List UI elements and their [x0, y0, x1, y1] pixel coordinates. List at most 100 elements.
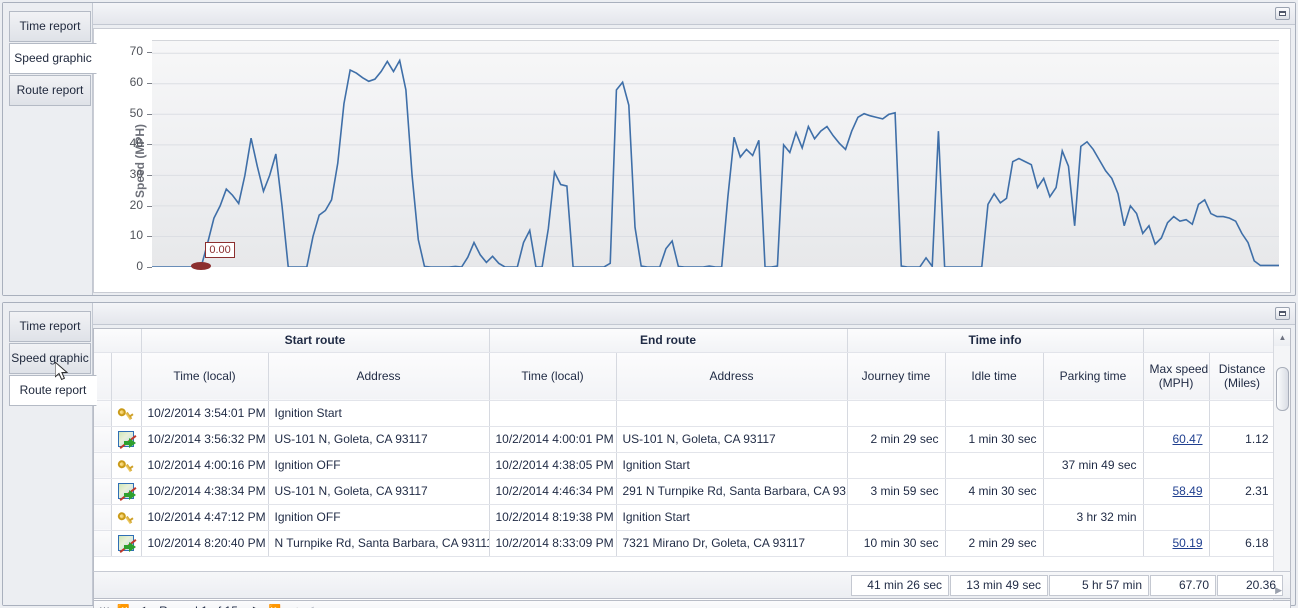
- chart-y-tick-label: 50: [129, 105, 143, 120]
- cell-idle-time: [945, 400, 1044, 427]
- cell-end-address: US-101 N, Goleta, CA 93117: [616, 426, 848, 453]
- chart-plot-area: [152, 40, 1279, 267]
- cell-max-speed: [1143, 400, 1210, 427]
- cell-parking-time: [1043, 530, 1144, 557]
- group-time-info[interactable]: Time info: [847, 329, 1144, 353]
- row-type-icon-cell: [111, 400, 142, 427]
- row-selector[interactable]: [94, 400, 112, 427]
- row-selector[interactable]: [94, 426, 112, 453]
- chart-y-tick-label: 0: [136, 259, 143, 273]
- row-selector[interactable]: [94, 478, 112, 505]
- col-start-address[interactable]: Address: [268, 352, 490, 401]
- pager-next-button[interactable]: ▶: [253, 605, 261, 608]
- group-start-route[interactable]: Start route: [141, 329, 490, 353]
- cell-journey-time: [847, 504, 946, 531]
- tab-route-report[interactable]: Route report: [9, 75, 91, 106]
- chart-y-tick-mark: [147, 205, 152, 207]
- grid-vertical-scrollbar[interactable]: ▲ ▼: [1273, 329, 1290, 602]
- table-row[interactable]: 10/2/2014 8:20:40 PM N Turnpike Rd, Santa…: [94, 530, 1276, 557]
- row-selector[interactable]: [94, 530, 112, 557]
- table-row[interactable]: 10/2/2014 3:54:01 PM Ignition Start: [94, 400, 1276, 427]
- tab-time-report[interactable]: Time report: [9, 11, 91, 42]
- summary-journey-time: 41 min 26 sec: [851, 575, 949, 596]
- cell-max-speed: [1143, 504, 1210, 531]
- col-max-speed[interactable]: Max speed (MPH): [1143, 352, 1210, 401]
- tab-speed-graphic[interactable]: Speed graphic: [9, 43, 97, 74]
- table-row[interactable]: 10/2/2014 4:00:16 PM Ignition OFF 10/2/201…: [94, 452, 1276, 479]
- col-parking-time[interactable]: Parking time: [1043, 352, 1144, 401]
- cell-start-address: N Turnpike Rd, Santa Barbara, CA 93111: [268, 530, 490, 557]
- chart-y-tick-mark: [147, 144, 152, 146]
- table-row[interactable]: 10/2/2014 3:56:32 PM US-101 N, Goleta, CA…: [94, 426, 1276, 453]
- col-end-time[interactable]: Time (local): [489, 352, 617, 401]
- scroll-up-icon[interactable]: ▲: [1274, 329, 1290, 346]
- table-header: Start route End route Time info Time (lo…: [94, 329, 1276, 401]
- cell-parking-time: [1043, 478, 1144, 505]
- pager-prev-button[interactable]: ◀: [137, 605, 145, 608]
- chart-y-tick-label: 30: [129, 166, 143, 181]
- max-speed-link[interactable]: 58.49: [1172, 484, 1203, 498]
- pager-prev-page-button[interactable]: ⏪: [117, 605, 129, 608]
- chart-y-axis-title: Speed (MPH): [133, 123, 148, 198]
- summary-parking-time: 5 hr 57 min: [1049, 575, 1149, 596]
- cell-parking-time: 37 min 49 sec: [1043, 452, 1144, 479]
- pager-next-page-button[interactable]: ⏩: [269, 605, 281, 608]
- cell-journey-time: 3 min 59 sec: [847, 478, 946, 505]
- col-distance[interactable]: Distance (Miles): [1209, 352, 1276, 401]
- cell-distance: [1209, 400, 1276, 427]
- row-type-icon-cell: [111, 478, 142, 505]
- grid-summary-bar: 41 min 26 sec 13 min 49 sec 5 hr 57 min …: [93, 571, 1291, 599]
- pager-extra-button[interactable]: ◀: [306, 605, 314, 608]
- cell-end-time: 10/2/2014 8:33:09 PM: [489, 530, 617, 557]
- cell-distance: 1.12: [1209, 426, 1276, 453]
- col-end-address[interactable]: Address: [616, 352, 848, 401]
- cell-parking-time: 3 hr 32 min: [1043, 504, 1144, 531]
- chart-y-tick-mark: [147, 174, 152, 176]
- row-type-icon-cell: [111, 530, 142, 557]
- row-selector[interactable]: [94, 452, 112, 479]
- col-journey-time[interactable]: Journey time: [847, 352, 946, 401]
- key-icon: [115, 454, 137, 476]
- restore-window-icon[interactable]: [1275, 7, 1290, 20]
- map-route-icon: [118, 535, 137, 553]
- tab-speed-graphic[interactable]: Speed graphic: [9, 343, 91, 374]
- cell-end-time: 10/2/2014 4:46:34 PM: [489, 478, 617, 505]
- col-icon: [111, 352, 142, 401]
- tab-time-report[interactable]: Time report: [9, 311, 91, 342]
- cell-max-speed: 50.19: [1143, 530, 1210, 557]
- col-idle-time[interactable]: Idle time: [945, 352, 1044, 401]
- cell-idle-time: [945, 504, 1044, 531]
- cell-start-time: 10/2/2014 3:56:32 PM: [141, 426, 269, 453]
- route-report-grid[interactable]: Start route End route Time info Time (lo…: [93, 328, 1291, 603]
- cell-end-time: 10/2/2014 4:38:05 PM: [489, 452, 617, 479]
- summary-scroll-right-icon[interactable]: ▶: [1275, 585, 1282, 595]
- scrollbar-thumb[interactable]: [1276, 367, 1289, 411]
- chart-y-tick-mark: [147, 82, 152, 84]
- row-selector[interactable]: [94, 504, 112, 531]
- max-speed-link[interactable]: 50.19: [1172, 536, 1203, 550]
- table-row[interactable]: 10/2/2014 4:38:34 PM US-101 N, Goleta, CA…: [94, 478, 1276, 505]
- cell-start-address: Ignition OFF: [268, 504, 490, 531]
- key-icon: [115, 506, 137, 528]
- summary-idle-time: 13 min 49 sec: [950, 575, 1048, 596]
- pager-last-button[interactable]: ⏭: [289, 605, 298, 608]
- cell-idle-time: [945, 452, 1044, 479]
- cell-end-time: 10/2/2014 4:00:01 PM: [489, 426, 617, 453]
- chart-y-tick-mark: [147, 267, 152, 268]
- group-end-route[interactable]: End route: [489, 329, 848, 353]
- table-row[interactable]: 10/2/2014 4:47:12 PM Ignition OFF 10/2/201…: [94, 504, 1276, 531]
- group-blank-right: [1143, 329, 1276, 353]
- cell-parking-time: [1043, 426, 1144, 453]
- map-route-icon: [118, 483, 137, 501]
- chart-line-series: [152, 41, 1279, 267]
- cell-start-time: 10/2/2014 4:00:16 PM: [141, 452, 269, 479]
- pager-first-button[interactable]: ⏮: [100, 605, 109, 608]
- bottom-panel-tabstrip: Time report Speed graphic Route report: [3, 303, 97, 605]
- tab-route-report[interactable]: Route report: [9, 375, 97, 406]
- col-start-time[interactable]: Time (local): [141, 352, 269, 401]
- cell-end-address: [616, 400, 848, 427]
- max-speed-link[interactable]: 60.47: [1172, 432, 1203, 446]
- restore-window-icon[interactable]: [1275, 307, 1290, 320]
- row-type-icon-cell: [111, 452, 142, 479]
- cell-idle-time: 4 min 30 sec: [945, 478, 1044, 505]
